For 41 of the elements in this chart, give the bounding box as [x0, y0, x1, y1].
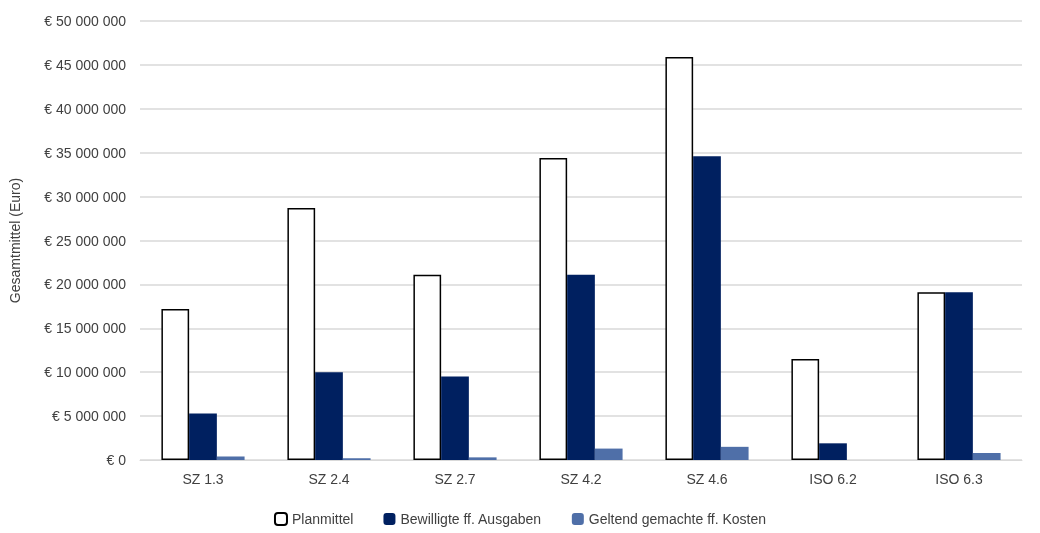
legend-label: Geltend gemachte ff. Kosten: [588, 511, 767, 527]
y-tick-label: € 45 000 000: [44, 56, 127, 73]
legend-label: Planmittel: [291, 511, 354, 527]
x-tick-label: ISO 6.2: [809, 471, 857, 487]
y-tick-label: € 30 000 000: [44, 188, 127, 205]
y-tick-label: € 15 000 000: [44, 320, 127, 337]
bar: [567, 274, 595, 460]
y-axis-title: Gesamtmittel (Euro): [7, 177, 23, 304]
x-tick-label: SZ 2.7: [434, 471, 476, 487]
bar: [413, 274, 442, 460]
bar: [441, 376, 469, 460]
y-tick-label: € 0: [106, 452, 127, 468]
bar: [315, 372, 343, 460]
bar: [539, 157, 568, 460]
x-tick-label: ISO 6.3: [935, 471, 983, 487]
bar: [819, 443, 847, 460]
bar: [189, 413, 217, 460]
bar: [665, 57, 694, 460]
x-tick-label: SZ 4.2: [560, 471, 602, 487]
bar: [972, 452, 1001, 460]
bar: [720, 446, 749, 460]
bar: [161, 308, 190, 460]
legend-label: Bewilligte ff. Ausgaben: [400, 511, 542, 527]
y-tick-label: € 50 000 000: [44, 13, 127, 29]
x-tick-label: SZ 2.4: [308, 471, 350, 487]
bar: [791, 359, 820, 460]
x-tick-label: SZ 1.3: [182, 471, 224, 487]
x-tick-label: SZ 4.6: [686, 471, 728, 487]
y-tick-label: € 20 000 000: [44, 276, 127, 293]
bar: [594, 448, 623, 460]
y-tick-label: € 25 000 000: [44, 232, 127, 249]
bar: [917, 292, 946, 460]
y-tick-label: € 40 000 000: [44, 100, 127, 117]
y-tick-label: € 5 000 000: [52, 408, 127, 425]
y-tick-label: € 10 000 000: [44, 364, 127, 381]
bar: [468, 457, 497, 460]
bar: [945, 292, 973, 460]
y-tick-label: € 35 000 000: [44, 144, 127, 161]
bar: [287, 208, 316, 460]
bar: [693, 156, 721, 460]
bar: [216, 456, 245, 460]
